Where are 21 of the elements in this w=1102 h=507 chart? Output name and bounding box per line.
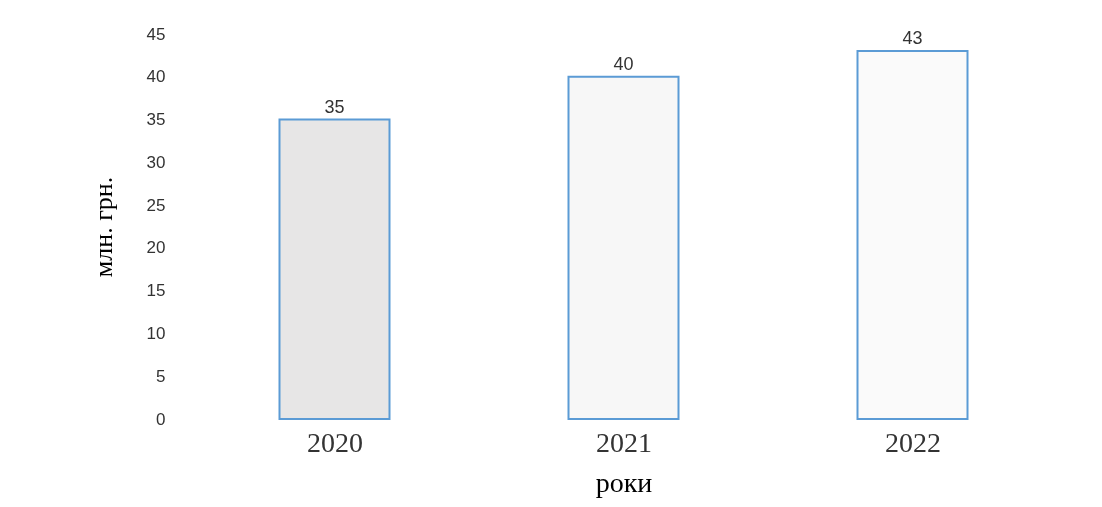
bar	[278, 118, 391, 420]
data-label: 35	[324, 96, 345, 117]
bar	[856, 50, 969, 420]
x-tick-label: 2020	[307, 426, 363, 458]
x-tick-label: 2022	[885, 426, 941, 458]
y-tick-label: 10	[146, 323, 166, 343]
y-tick-label: 40	[146, 67, 166, 87]
data-label: 43	[902, 28, 923, 49]
x-axis-title: роки	[595, 466, 653, 498]
y-tick-label: 20	[146, 238, 166, 258]
y-tick-label: 15	[146, 281, 166, 301]
y-tick-label: 30	[146, 152, 166, 172]
y-tick-label: 35	[146, 110, 166, 130]
y-tick-label: 0	[156, 409, 166, 429]
y-tick-label: 25	[146, 195, 166, 215]
y-tick-label: 45	[146, 24, 166, 44]
y-axis-title: млн. грн.	[88, 176, 118, 278]
x-tick-label: 2021	[596, 426, 652, 458]
y-tick-label: 5	[156, 366, 166, 386]
bar	[567, 75, 680, 420]
data-label: 40	[613, 53, 634, 74]
